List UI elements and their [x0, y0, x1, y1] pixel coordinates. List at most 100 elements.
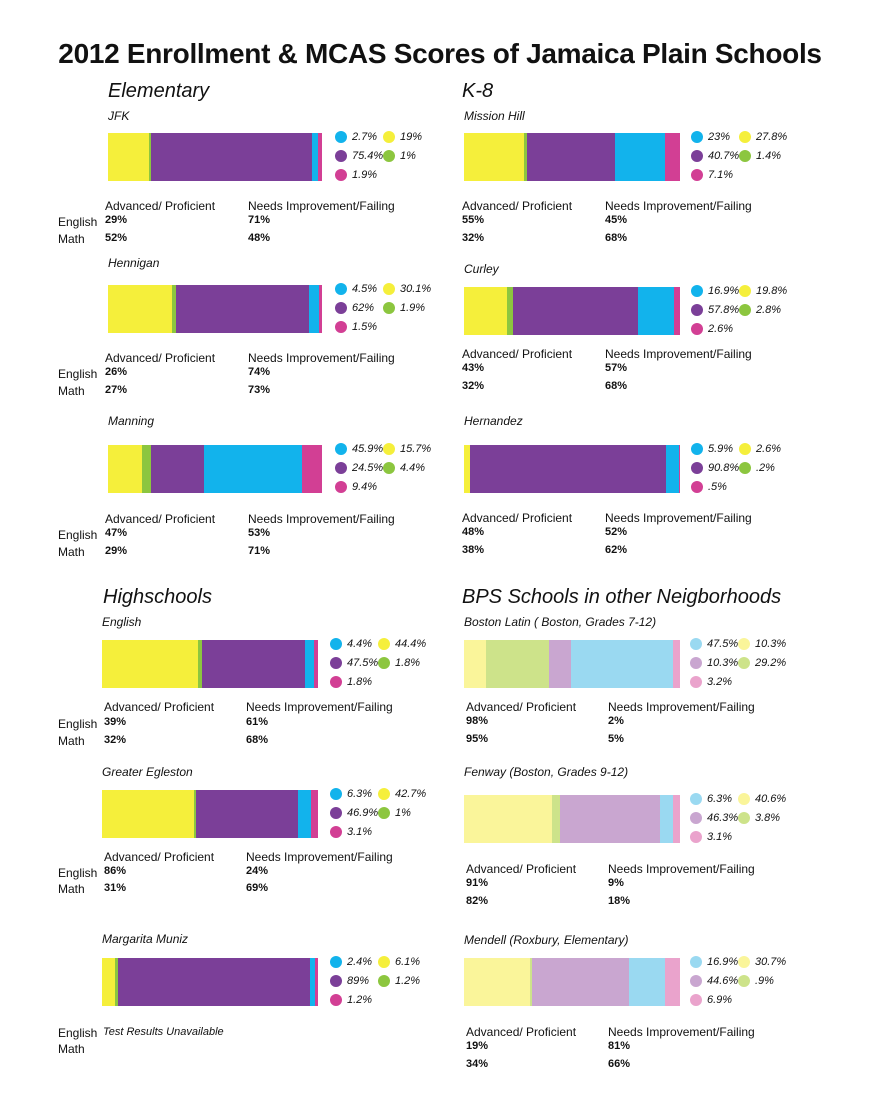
blue-dot-icon	[690, 793, 702, 805]
english-needs-value: 24%	[246, 865, 269, 877]
legend-item-green: 29.2%	[738, 657, 786, 669]
legend-item-magenta: 1.2%	[330, 994, 372, 1006]
bar-segment-blue	[571, 640, 674, 688]
purple-dot-icon	[690, 657, 702, 669]
legend-value: 1.9%	[352, 169, 378, 181]
legend-value: 1.4%	[756, 150, 782, 162]
legend-item-purple: 62%	[335, 302, 374, 314]
math-row-label: Math	[58, 734, 85, 748]
legend-value: 62%	[352, 302, 375, 314]
blue-dot-icon	[335, 283, 347, 295]
legend-item-purple: 90.8%	[691, 462, 739, 474]
legend-item-magenta: 1.9%	[335, 169, 377, 181]
needs-improvement-header: Needs Improvement/Failing	[248, 351, 395, 365]
legend-item-blue: 16.9%	[691, 285, 739, 297]
magenta-dot-icon	[335, 481, 347, 493]
bar-segment-yellow	[108, 133, 149, 181]
advanced-proficient-header: Advanced/ Proficient	[462, 347, 573, 361]
math-needs-value: 48%	[248, 232, 271, 244]
school-name-curley: Curley	[464, 262, 499, 276]
legend-item-green: 1.2%	[378, 975, 420, 987]
blue-dot-icon	[690, 638, 702, 650]
legend-value: 1.2%	[395, 975, 421, 987]
bar-segment-green	[115, 958, 118, 1006]
legend-item-yellow: 42.7%	[378, 788, 426, 800]
legend-item-magenta: 1.8%	[330, 676, 372, 688]
bar-segment-blue	[310, 958, 316, 1006]
legend-value: 1.8%	[347, 676, 373, 688]
yellow-dot-icon	[378, 638, 390, 650]
english-needs-value: 81%	[608, 1040, 631, 1052]
legend-item-green: 1%	[378, 807, 411, 819]
bar-segment-blue	[304, 640, 315, 688]
english-adv-value: 47%	[105, 527, 128, 539]
math-adv-value: 52%	[105, 232, 128, 244]
legend-item-magenta: .5%	[691, 481, 727, 493]
legend-item-purple: 10.3%	[690, 657, 738, 669]
green-dot-icon	[383, 302, 395, 314]
english-adv-value: 29%	[105, 214, 128, 226]
legend-value: 46.9%	[347, 807, 379, 819]
legend-value: 30.1%	[400, 283, 432, 295]
yellow-dot-icon	[383, 131, 395, 143]
english-row-label: English	[58, 528, 98, 542]
legend-value: 1.5%	[352, 321, 378, 333]
school-name-manning: Manning	[108, 414, 155, 428]
blue-dot-icon	[330, 956, 342, 968]
bar-segment-yellow	[108, 285, 173, 333]
legend-item-yellow: 40.6%	[738, 793, 786, 805]
blue-dot-icon	[335, 131, 347, 143]
purple-dot-icon	[691, 304, 703, 316]
legend-value: 40.6%	[755, 793, 787, 805]
math-row-label: Math	[58, 1042, 85, 1056]
needs-improvement-header: Needs Improvement/Failing	[246, 850, 393, 864]
legend-item-green: 3.8%	[738, 812, 780, 824]
legend-fenway-boston-grades-9-12: 6.3% 40.6% 46.3% 3.8% 3.1%	[690, 793, 820, 849]
needs-improvement-header: Needs Improvement/Failing	[246, 700, 393, 714]
legend-value: 2.6%	[756, 443, 782, 455]
legend-value: 57.8%	[708, 304, 740, 316]
legend-value: 29.2%	[755, 657, 787, 669]
legend-value: 44.4%	[395, 638, 427, 650]
bar-segment-blue	[659, 795, 674, 843]
math-adv-value: 32%	[104, 734, 127, 746]
math-adv-value: 95%	[466, 733, 489, 745]
enrollment-bar-manning	[108, 445, 322, 493]
magenta-dot-icon	[691, 481, 703, 493]
bar-segment-purple	[117, 958, 311, 1006]
needs-improvement-header: Needs Improvement/Failing	[608, 862, 755, 876]
school-name-mendell-roxbury-elementary: Mendell (Roxbury, Elementary)	[464, 933, 629, 947]
enrollment-bar-mendell-roxbury-elementary	[464, 958, 680, 1006]
english-row-label: English	[58, 367, 98, 381]
legend-value: 1%	[400, 150, 416, 162]
blue-dot-icon	[690, 956, 702, 968]
english-row-label: English	[58, 215, 98, 229]
bar-segment-purple	[151, 445, 204, 493]
english-adv-value: 98%	[466, 715, 489, 727]
bar-segment-yellow	[464, 640, 487, 688]
legend-value: 6.3%	[707, 793, 733, 805]
math-needs-value: 68%	[605, 232, 628, 244]
legend-item-green: .2%	[739, 462, 775, 474]
legend-value: 47.5%	[347, 657, 379, 669]
math-needs-value: 69%	[246, 882, 269, 894]
legend-item-purple: 24.5%	[335, 462, 383, 474]
math-adv-value: 82%	[466, 895, 489, 907]
purple-dot-icon	[335, 302, 347, 314]
purple-dot-icon	[330, 657, 342, 669]
legend-item-yellow: 10.3%	[738, 638, 786, 650]
bar-segment-blue	[309, 285, 319, 333]
yellow-dot-icon	[738, 793, 750, 805]
math-needs-value: 68%	[605, 380, 628, 392]
needs-improvement-header: Needs Improvement/Failing	[605, 347, 752, 361]
legend-value: 10.3%	[755, 638, 787, 650]
legend-value: 90.8%	[708, 462, 740, 474]
legend-value: 27.8%	[756, 131, 788, 143]
english-adv-value: 43%	[462, 362, 485, 374]
legend-value: 42.7%	[395, 788, 427, 800]
legend-curley: 16.9% 19.8% 57.8% 2.8% 2.6%	[691, 285, 821, 341]
bar-segment-blue	[628, 958, 666, 1006]
school-name-greater-egleston: Greater Egleston	[102, 765, 193, 779]
legend-item-blue: 16.9%	[690, 956, 738, 968]
math-needs-value: 66%	[608, 1058, 631, 1070]
